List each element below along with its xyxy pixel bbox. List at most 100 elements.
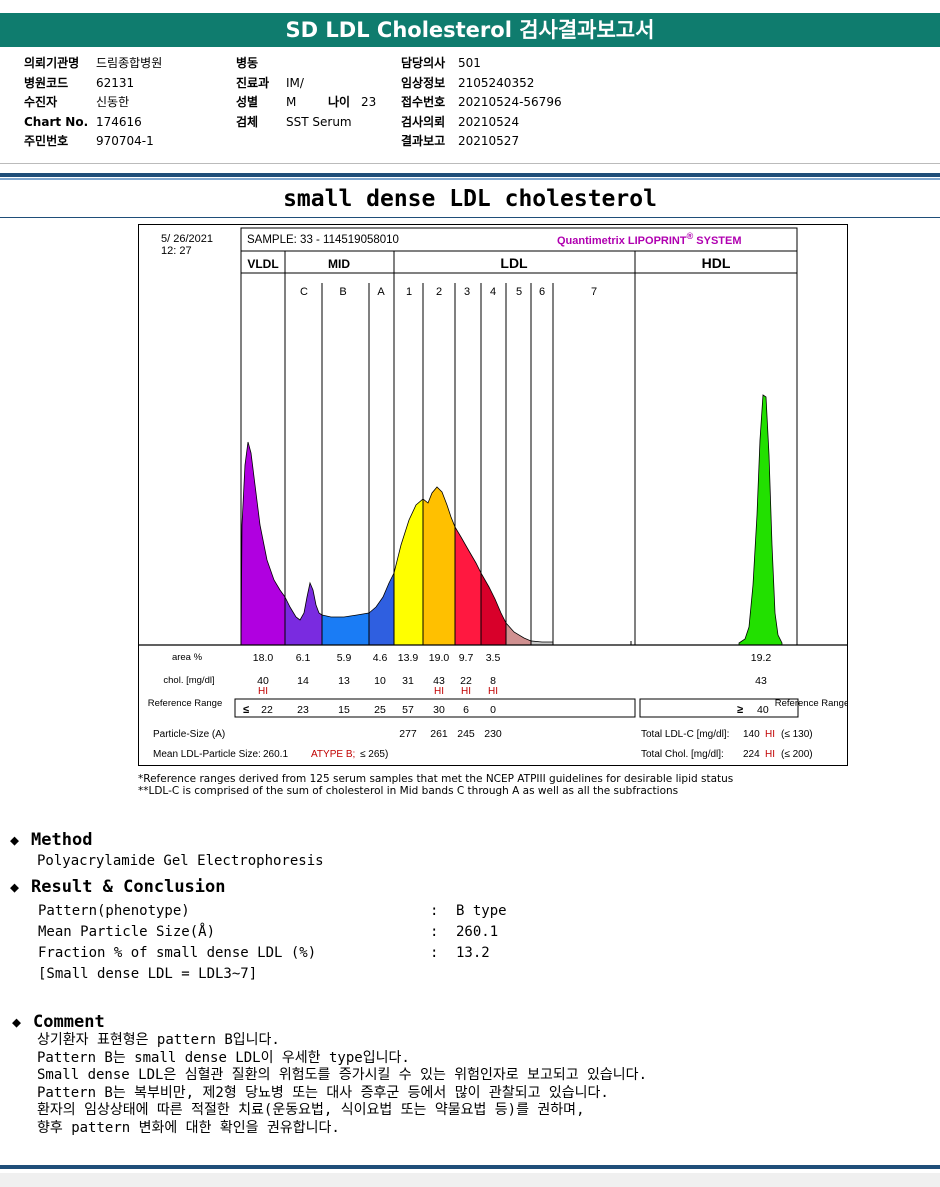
ref-value: 15 bbox=[338, 704, 350, 716]
area-value: 4.6 bbox=[373, 652, 388, 664]
figure-note-2: **LDL-C is comprised of the sum of chole… bbox=[138, 785, 679, 797]
info-label: 담당의사 bbox=[401, 56, 446, 70]
lipoprint-svg: 5/ 26/2021 12: 27 SAMPLE: 33 - 114519058… bbox=[139, 227, 849, 760]
band-label-7: 7 bbox=[591, 286, 597, 298]
total-chol-ref: (≤ 200) bbox=[781, 749, 813, 760]
band-label-b: B bbox=[339, 286, 346, 298]
info-label: 결과보고 bbox=[401, 134, 446, 148]
hdl-ref-value: 40 bbox=[757, 704, 769, 716]
comment-line: Pattern B는 small dense LDL이 우세한 type입니다. bbox=[37, 1049, 410, 1066]
result-heading: Result & Conclusion bbox=[31, 877, 226, 897]
result-label: Pattern(phenotype) bbox=[38, 903, 190, 919]
particle-size-value: 245 bbox=[457, 728, 475, 740]
info-value: 501 bbox=[458, 56, 481, 70]
divider bbox=[0, 173, 940, 177]
info-label: 임상정보 bbox=[401, 75, 446, 90]
band-label-1: 1 bbox=[406, 286, 412, 298]
footer-divider bbox=[0, 1165, 940, 1169]
divider bbox=[0, 163, 940, 164]
total-ldl-ref: (≤ 130) bbox=[781, 729, 813, 740]
band-label-c: C bbox=[300, 286, 308, 298]
band-label-4: 4 bbox=[490, 286, 496, 298]
total-chol-label: Total Chol. [mg/dl]: bbox=[641, 749, 724, 760]
band-label-a: A bbox=[377, 286, 385, 298]
peak-vldl bbox=[240, 441, 286, 646]
method-text: Polyacrylamide Gel Electrophoresis bbox=[37, 853, 324, 869]
ref-value: 22 bbox=[261, 704, 273, 716]
ref-value: 57 bbox=[402, 704, 414, 716]
group-label-ldl: LDL bbox=[500, 255, 528, 271]
info-value: 2105240352 bbox=[458, 75, 535, 90]
diamond-bullet-icon: ◆ bbox=[12, 1013, 22, 1031]
area-value: 5.9 bbox=[337, 652, 352, 664]
hdl-chol-value: 43 bbox=[755, 675, 767, 687]
chol-value: 14 bbox=[297, 675, 309, 687]
info-value: M bbox=[286, 95, 297, 109]
info-value: 970704-1 bbox=[96, 134, 154, 148]
info-value: 20210524-56796 bbox=[458, 95, 562, 109]
info-value-age: 23 bbox=[361, 95, 377, 109]
chol-flag: HI bbox=[434, 686, 444, 697]
figure-brand: Quantimetrix LIPOPRINT® SYSTEM bbox=[557, 231, 742, 247]
figure-sample: SAMPLE: 33 - 114519058010 bbox=[247, 234, 399, 246]
result-colon: : bbox=[430, 903, 439, 919]
hdl-ref-prefix: ≥ bbox=[737, 704, 743, 716]
row-label-psize: Particle-Size (A) bbox=[153, 729, 225, 740]
band-label-5: 5 bbox=[516, 286, 522, 298]
band-lines bbox=[240, 251, 798, 645]
info-label: 검체 bbox=[236, 114, 259, 129]
method-section: ◆ Method Polyacrylamide Gel Electrophores… bbox=[10, 830, 324, 869]
info-column-1: 의뢰기관명 드림종합병원 병원코드 62131 수진자 신동한 Chart No. 17… bbox=[24, 54, 162, 152]
area-value: 3.5 bbox=[486, 652, 501, 664]
info-value: IM/ bbox=[286, 75, 304, 90]
row-label-chol: chol. [mg/dl] bbox=[163, 675, 214, 686]
chol-flag: HI bbox=[258, 686, 268, 697]
result-section: ◆ Result & Conclusion Pattern(phenotype):… bbox=[10, 877, 507, 987]
result-colon: : bbox=[430, 945, 439, 961]
result-colon: : bbox=[430, 924, 439, 940]
comment-line: Pattern B는 복부비만, 제2형 당뇨병 또는 대사 증후군 등에서 많… bbox=[37, 1084, 609, 1101]
chol-value: 8 bbox=[490, 675, 496, 687]
footer-strip bbox=[0, 1173, 940, 1187]
peak-ldl-2 bbox=[422, 486, 456, 646]
info-value: 62131 bbox=[96, 75, 135, 90]
result-note: [Small dense LDL = LDL3~7] bbox=[38, 966, 258, 982]
report-title: small dense LDL cholesterol bbox=[283, 186, 657, 212]
figure-time: 12: 27 bbox=[161, 245, 192, 257]
comment-line: Small dense LDL은 심혈관 질환의 위험도를 증가시킬 수 있는 … bbox=[37, 1067, 647, 1083]
area-value: 18.0 bbox=[253, 652, 274, 664]
mean-flag: ATYPE B; bbox=[311, 749, 355, 760]
peak-band-c bbox=[284, 581, 323, 646]
total-chol-flag: HI bbox=[765, 749, 775, 760]
peak-ldl-3 bbox=[454, 525, 482, 646]
info-label: Chart No. bbox=[24, 114, 89, 129]
ref-value: 23 bbox=[297, 704, 309, 716]
value-table: 18.0 6.1 5.9 4.6 13.9 19.0 9.7 3.5 19.2 40 14 13 10 3… bbox=[253, 652, 772, 740]
comment-section: ◆ Comment 상기환자 표현형은 pattern B입니다. Pattern… bbox=[12, 1012, 647, 1137]
info-value: SST Serum bbox=[286, 114, 352, 129]
ref-value: 30 bbox=[433, 704, 445, 716]
info-label: 검사의뢰 bbox=[401, 114, 446, 129]
info-label: 병동 bbox=[236, 56, 259, 70]
band-label-2: 2 bbox=[436, 286, 442, 298]
total-chol-value: 224 bbox=[743, 749, 760, 760]
chol-flag: HI bbox=[488, 686, 498, 697]
info-column-2: 병동 진료과 IM/ 성별 M 나이 23 검체 SST Serum bbox=[236, 54, 376, 132]
area-value: 9.7 bbox=[459, 652, 474, 664]
chol-value: 22 bbox=[460, 675, 472, 687]
info-label: 주민번호 bbox=[24, 134, 69, 148]
row-label-ref-right: Reference Range bbox=[775, 698, 847, 709]
divider bbox=[0, 217, 940, 218]
row-label-area: area % bbox=[172, 652, 203, 663]
area-value: 6.1 bbox=[296, 652, 311, 664]
report-header: SD LDL Cholesterol 검사결과보고서 bbox=[0, 13, 940, 47]
chol-value: 10 bbox=[374, 675, 386, 687]
info-label: 진료과 bbox=[236, 75, 270, 90]
divider bbox=[0, 178, 940, 180]
ref-value: 0 bbox=[490, 704, 496, 716]
chol-value: 13 bbox=[338, 675, 350, 687]
area-value: 19.0 bbox=[429, 652, 450, 664]
total-ldl-value: 140 bbox=[743, 729, 760, 740]
info-value: 신동한 bbox=[96, 95, 130, 109]
info-label: 수진자 bbox=[24, 95, 58, 109]
